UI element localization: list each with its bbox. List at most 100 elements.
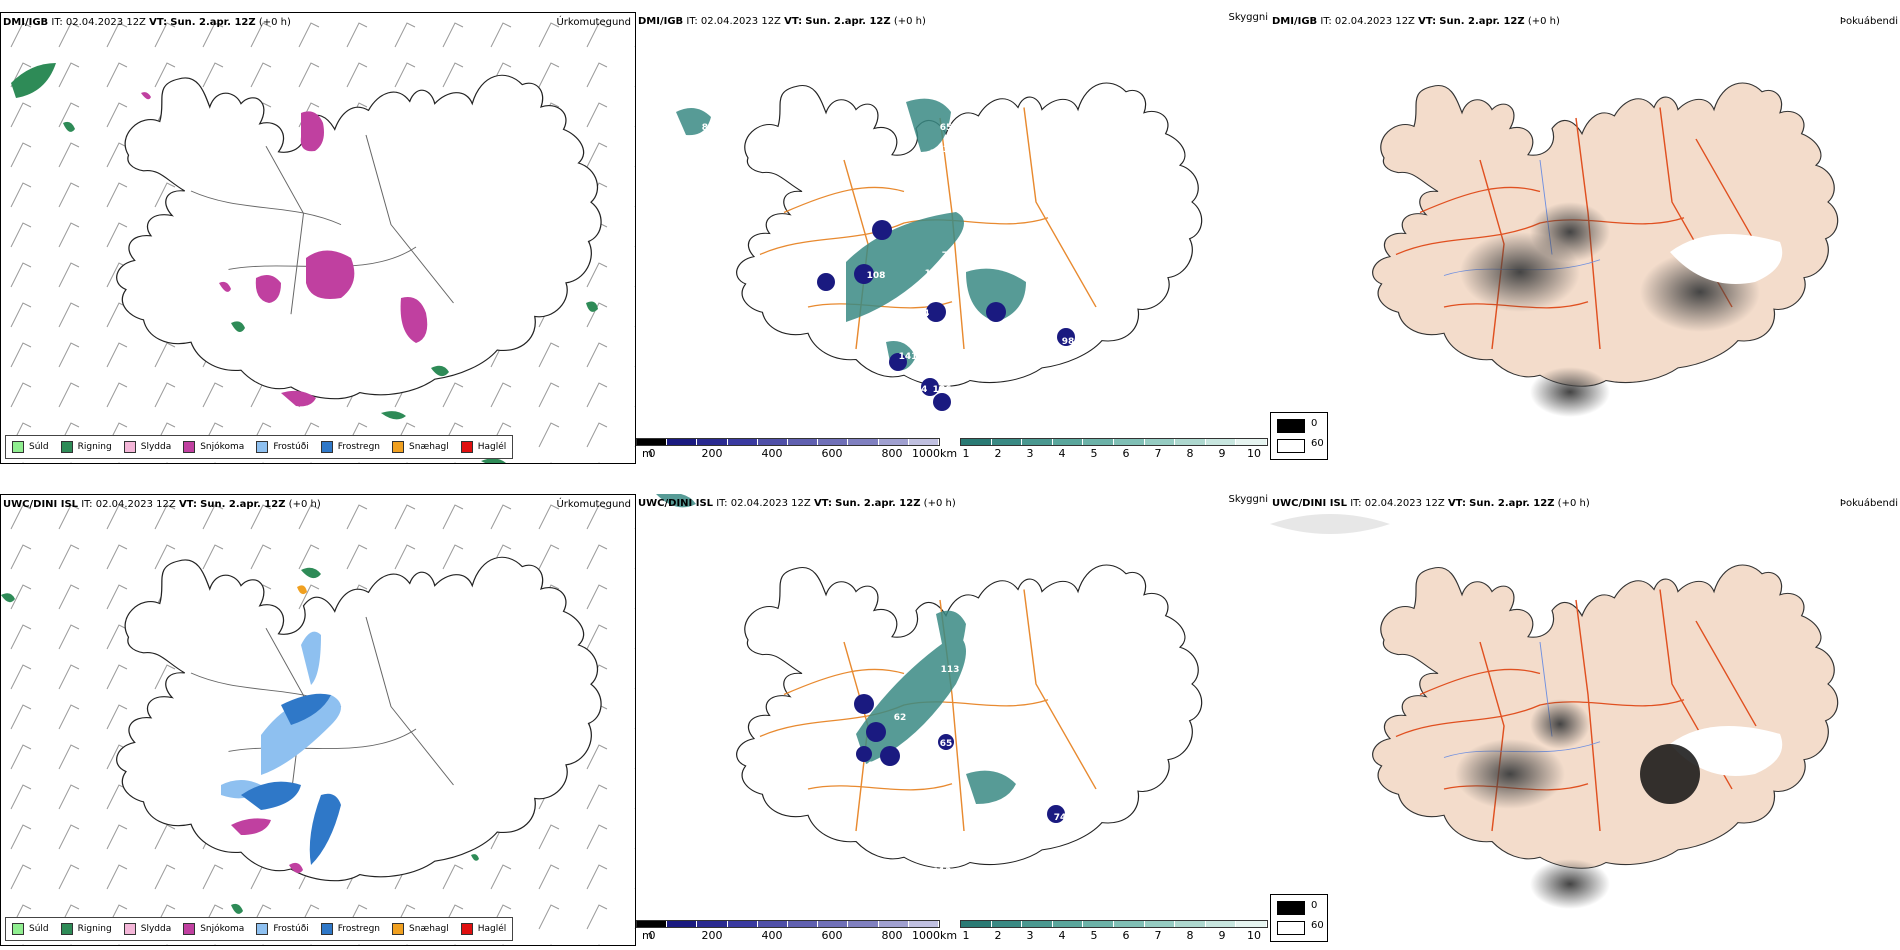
colorbar-tick: 1000 bbox=[912, 929, 940, 942]
colorbar-tick: 0 bbox=[648, 447, 656, 460]
legend-swatch bbox=[256, 923, 269, 935]
ceiling-label: 89 bbox=[882, 773, 895, 783]
colorbar-tick: 600 bbox=[821, 447, 843, 460]
legend-swatch bbox=[183, 441, 196, 453]
colorbar-tick: 5 bbox=[1090, 447, 1098, 460]
colorbar-tick: 10 bbox=[1247, 929, 1261, 942]
panel-header: UWC/DINI ISL IT: 02.04.2023 12Z VT: Sun.… bbox=[638, 498, 956, 509]
ceiling-label: 186 bbox=[933, 385, 952, 395]
colorbar-tick: 7 bbox=[1154, 447, 1162, 460]
fog-panel-top: DMI/IGB IT: 02.04.2023 12Z VT: Sun. 2.ap… bbox=[1270, 12, 1900, 464]
panel-title: Þokuábendi bbox=[1839, 16, 1898, 27]
legend-swatch bbox=[1277, 921, 1305, 935]
legend-swatch bbox=[12, 923, 24, 935]
panel-header: UWC/DINI ISL IT: 02.04.2023 12Z VT: Sun.… bbox=[3, 499, 321, 510]
colorbar-tick: 1 bbox=[962, 447, 970, 460]
ceiling-label: 272 bbox=[1033, 291, 1052, 301]
visibility-panel-bottom: UWC/DINI ISL IT: 02.04.2023 12Z VT: Sun.… bbox=[636, 494, 1270, 946]
colorbar-tick: 200 bbox=[701, 929, 723, 942]
precip-type-panel-bottom: UWC/DINI ISL IT: 02.04.2023 12Z VT: Sun.… bbox=[0, 494, 636, 946]
ceiling-label: 114 bbox=[911, 309, 930, 319]
ceiling-label: 74 bbox=[1054, 813, 1067, 823]
legend-item: Snæhagl bbox=[392, 923, 449, 935]
ceiling-label: 85 bbox=[702, 123, 715, 133]
legend-swatch bbox=[183, 923, 196, 935]
precip-type-panel-top: DMI/IGB IT: 02.04.2023 12Z VT: Sun. 2.ap… bbox=[0, 12, 636, 464]
colorbar-tick: 800 bbox=[881, 929, 903, 942]
colorbar-tick: 4 bbox=[1058, 929, 1066, 942]
visibility-panel-top: DMI/IGB IT: 02.04.2023 12Z VT: Sun. 2.ap… bbox=[636, 12, 1270, 464]
colorbar-tick: 1000 bbox=[912, 447, 940, 460]
ceiling-colorbar: m 0 200 400 600 800 1000 bbox=[636, 920, 940, 944]
colorbar-tick: 10 bbox=[1247, 447, 1261, 460]
ceiling-label: 56 bbox=[930, 149, 943, 159]
legend-swatch bbox=[1277, 439, 1305, 453]
colorbar-tick: 200 bbox=[701, 447, 723, 460]
colorbar-tick: 6 bbox=[1122, 447, 1130, 460]
colorbar-unit: m bbox=[642, 929, 653, 942]
colorbar-unit: km bbox=[940, 447, 958, 460]
ceiling-label: 65 bbox=[940, 123, 953, 133]
legend-item: Rigning bbox=[60, 923, 112, 935]
ceiling-label: 65 bbox=[940, 739, 953, 749]
legend-item: Haglél bbox=[460, 441, 506, 453]
colorbar-tick: 0 bbox=[648, 929, 656, 942]
ceiling-label: 187 bbox=[925, 269, 944, 279]
legend-item: Slydda bbox=[123, 923, 171, 935]
colorbar-tick: 400 bbox=[761, 929, 783, 942]
ceiling-label: 130 bbox=[649, 125, 668, 135]
legend-swatch bbox=[12, 441, 24, 453]
precip-legend: Súld Rigning Slydda Snjókoma Frostúði Fr… bbox=[5, 435, 514, 459]
legend-swatch bbox=[460, 923, 473, 935]
legend-swatch bbox=[1277, 419, 1305, 433]
ceiling-label: 207 bbox=[903, 805, 922, 815]
visibility-colorbar: km 1 2 3 4 5 6 7 8 9 10 bbox=[940, 438, 1268, 462]
ceiling-label: 123 bbox=[807, 310, 826, 320]
legend-swatch bbox=[392, 441, 405, 453]
legend-label: 60 bbox=[1311, 920, 1324, 931]
legend-item: Rigning bbox=[60, 441, 112, 453]
panel-title: Skyggni bbox=[1228, 494, 1268, 505]
colorbar-tick: 3 bbox=[1026, 447, 1034, 460]
legend-item: Slydda bbox=[123, 441, 171, 453]
ceiling-label: 78 bbox=[912, 867, 925, 877]
ceiling-label: 113 bbox=[933, 867, 952, 877]
legend-swatch bbox=[460, 441, 473, 453]
ceiling-label: 154 bbox=[909, 385, 928, 395]
legend-item: Snæhagl bbox=[392, 441, 449, 453]
panel-header: UWC/DINI ISL IT: 02.04.2023 12Z VT: Sun.… bbox=[1272, 498, 1590, 509]
colorbar-tick: 7 bbox=[1154, 929, 1162, 942]
ceiling-label: 113 bbox=[941, 665, 960, 675]
panel-header: DMI/IGB IT: 02.04.2023 12Z VT: Sun. 2.ap… bbox=[1272, 16, 1560, 27]
colorbar-tick: 600 bbox=[821, 929, 843, 942]
colorbar-tick: 2 bbox=[994, 929, 1002, 942]
fog-map bbox=[1372, 82, 1839, 417]
ceiling-label: 62 bbox=[894, 713, 907, 723]
ceiling-label: 138 bbox=[993, 253, 1012, 263]
colorbar-tick: 8 bbox=[1186, 929, 1194, 942]
colorbar-tick: 3 bbox=[1026, 929, 1034, 942]
ceiling-label: 85 bbox=[926, 749, 939, 759]
panel-title: Úrkomutegund bbox=[556, 17, 631, 28]
legend-item: Frostregn bbox=[320, 441, 380, 453]
legend-swatch bbox=[320, 441, 333, 453]
ceiling-label: 70 bbox=[942, 251, 955, 261]
legend-item: Súld bbox=[12, 441, 49, 453]
legend-swatch bbox=[256, 441, 269, 453]
ceiling-label: 165 bbox=[943, 145, 962, 155]
fog-legend: 0 60 bbox=[1270, 894, 1328, 942]
visibility-colorbar: km 1 2 3 4 5 6 7 8 9 10 bbox=[940, 920, 1268, 944]
colorbar-tick: 4 bbox=[1058, 447, 1066, 460]
legend-item: Frostúði bbox=[256, 923, 309, 935]
panel-title: Þokuábendi bbox=[1839, 498, 1898, 509]
legend-item: Frostregn bbox=[320, 923, 380, 935]
ceiling-label: 141 bbox=[899, 352, 918, 362]
panel-title: Úrkomutegund bbox=[556, 499, 631, 510]
panel-header: DMI/IGB IT: 02.04.2023 12Z VT: Sun. 2.ap… bbox=[3, 17, 291, 28]
fog-map bbox=[1270, 514, 1839, 909]
legend-item: Snjókoma bbox=[183, 441, 244, 453]
legend-item: Frostúði bbox=[256, 441, 309, 453]
colorbar-tick: 400 bbox=[761, 447, 783, 460]
legend-swatch bbox=[60, 923, 73, 935]
fog-panel-bottom: UWC/DINI ISL IT: 02.04.2023 12Z VT: Sun.… bbox=[1270, 494, 1900, 946]
